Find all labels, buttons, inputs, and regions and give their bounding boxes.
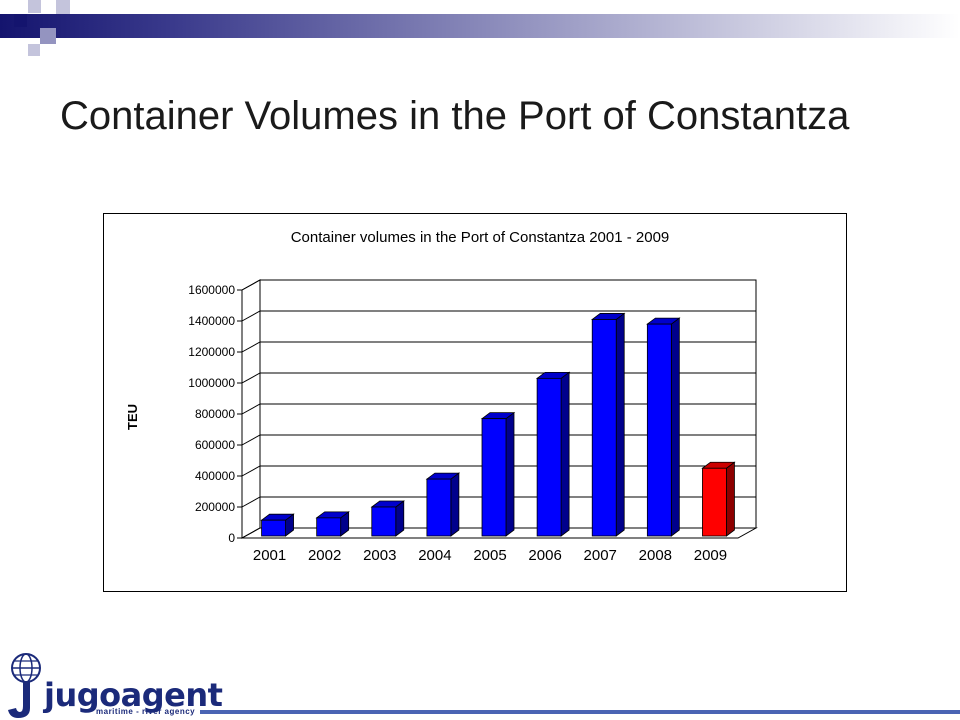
globe-icon bbox=[8, 653, 41, 718]
header-square-dark-1 bbox=[14, 14, 27, 27]
y-axis-label: TEU bbox=[125, 404, 140, 430]
bar-2005 bbox=[481, 418, 507, 537]
x-tick-label: 2002 bbox=[308, 547, 341, 564]
y-tick-label: 1000000 bbox=[188, 376, 235, 390]
y-tick-label: 600000 bbox=[195, 438, 235, 452]
slide-title: Container Volumes in the Port of Constan… bbox=[60, 94, 850, 138]
x-tick-label: 2004 bbox=[418, 547, 451, 564]
bar-2006-side bbox=[560, 371, 570, 537]
y-tick-label: 400000 bbox=[195, 469, 235, 483]
x-tick-label: 2006 bbox=[528, 547, 561, 564]
y-tick-label: 0 bbox=[228, 531, 235, 545]
gridline bbox=[241, 496, 756, 508]
bar-2007 bbox=[591, 319, 617, 537]
gridline bbox=[241, 403, 756, 415]
bar-2004 bbox=[426, 478, 452, 537]
y-tick-label: 1200000 bbox=[188, 345, 235, 359]
bar-chart: Container volumes in the Port of Constan… bbox=[125, 229, 758, 564]
bar-2002 bbox=[316, 517, 342, 537]
header-square-mid-1 bbox=[40, 28, 56, 44]
chart-frame: Container volumes in the Port of Constan… bbox=[103, 213, 847, 592]
bar-2001 bbox=[261, 519, 286, 537]
x-tick-label: 2008 bbox=[639, 547, 672, 564]
logo-name: jugoagent bbox=[44, 676, 223, 714]
bar-2008-side bbox=[670, 317, 680, 537]
gridline bbox=[241, 434, 756, 446]
gridline bbox=[241, 279, 756, 291]
bar-2009-side bbox=[726, 461, 735, 537]
x-tick-label: 2003 bbox=[363, 547, 396, 564]
bar-2006 bbox=[536, 377, 562, 537]
bar-2004-side bbox=[450, 472, 460, 537]
y-tick-label: 200000 bbox=[195, 500, 235, 514]
gridline bbox=[241, 372, 756, 384]
header-square-light-2 bbox=[56, 0, 70, 14]
gridline bbox=[241, 465, 756, 477]
y-tick-label: 1400000 bbox=[188, 314, 235, 328]
x-tick-label: 2007 bbox=[584, 547, 617, 564]
bar-2005-side bbox=[505, 411, 515, 537]
gridline bbox=[241, 341, 756, 353]
logo-area: jugoagent maritime - river agency bbox=[0, 648, 960, 720]
bar-2003 bbox=[371, 506, 397, 537]
header-band bbox=[0, 14, 960, 38]
header-square-mid-2 bbox=[28, 44, 40, 56]
bar-2009 bbox=[702, 467, 727, 537]
bar-2007-side bbox=[615, 312, 625, 537]
x-tick-label: 2001 bbox=[253, 547, 286, 564]
y-tick-label: 800000 bbox=[195, 407, 235, 421]
bar-2008 bbox=[646, 323, 672, 537]
gridline bbox=[241, 527, 756, 539]
chart-title: Container volumes in the Port of Constan… bbox=[291, 229, 670, 246]
y-tick-label: 1600000 bbox=[188, 283, 235, 297]
x-tick-label: 2009 bbox=[694, 547, 727, 564]
header-square-light-1 bbox=[28, 0, 41, 13]
logo-tagline: maritime - river agency bbox=[96, 707, 196, 716]
gridline bbox=[241, 310, 756, 322]
logo-underline bbox=[200, 710, 960, 714]
x-tick-label: 2005 bbox=[473, 547, 506, 564]
